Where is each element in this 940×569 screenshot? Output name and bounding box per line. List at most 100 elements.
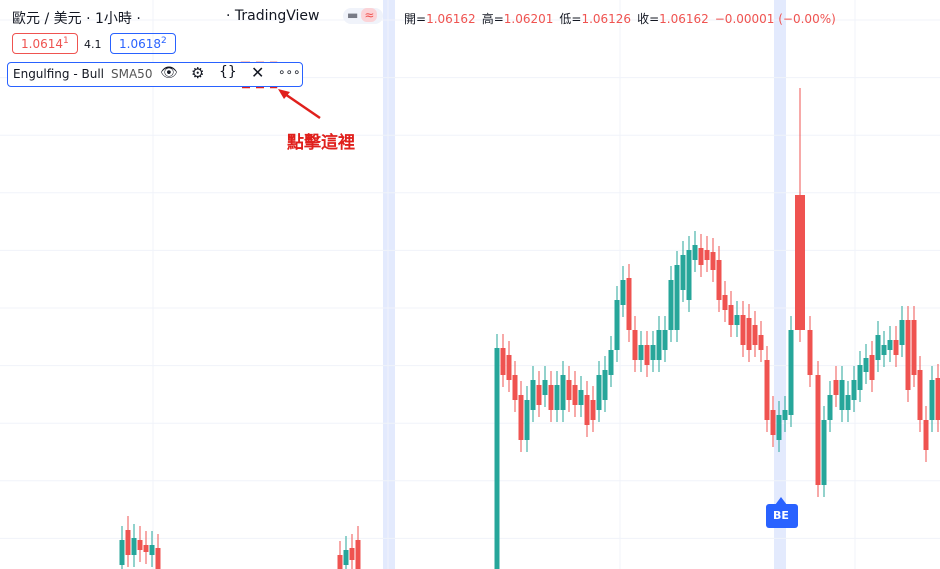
candle-body xyxy=(494,348,500,569)
candle-body xyxy=(887,340,893,350)
source-code-icon[interactable]: {} xyxy=(219,64,237,80)
candle-body xyxy=(554,385,560,410)
candle-body xyxy=(614,300,620,350)
symbol: 歐元 / 美元 · 1小時 · xyxy=(12,11,141,27)
buy-button[interactable]: 1.06182 xyxy=(110,33,176,54)
candle-body xyxy=(524,400,530,440)
ohlc-value: 1.06126 xyxy=(581,12,632,26)
candle-body xyxy=(131,538,137,555)
visibility-icon[interactable]: 👁 xyxy=(160,65,178,81)
candle-body xyxy=(776,415,782,440)
candle-body xyxy=(530,380,536,410)
candle-body xyxy=(746,318,752,350)
candle-body xyxy=(815,375,821,485)
source: · TradingView xyxy=(226,8,320,24)
candle-body xyxy=(893,340,899,355)
candle-body xyxy=(572,385,578,405)
ohlc-label: 收= xyxy=(637,12,660,26)
candle-body xyxy=(863,358,869,372)
candle-body xyxy=(782,410,788,420)
annotation: 點擊這裡 xyxy=(287,133,355,153)
candle-body xyxy=(680,255,686,290)
candle-body xyxy=(869,355,875,380)
candle-body xyxy=(851,380,857,400)
candle-body xyxy=(548,385,554,410)
candle-body xyxy=(929,380,935,420)
candle-body xyxy=(518,395,524,440)
candle-body xyxy=(143,545,149,552)
candle-body xyxy=(602,370,608,400)
candle-body xyxy=(857,365,863,390)
candle-body xyxy=(833,380,839,395)
candle-body xyxy=(698,248,704,265)
candle-body xyxy=(119,540,125,565)
mode-toggle[interactable]: ▬ ≈ xyxy=(343,8,383,24)
buy-price: 1.0618 xyxy=(119,37,161,51)
candle-body xyxy=(349,548,355,560)
candle-body xyxy=(149,545,155,555)
candle-body xyxy=(728,305,734,325)
candle-body xyxy=(536,385,542,405)
candle-body xyxy=(632,330,638,360)
more-icon[interactable]: ∘∘∘ xyxy=(278,65,301,79)
candle-body xyxy=(578,390,584,405)
candle-body xyxy=(875,335,881,360)
candle-body xyxy=(566,380,572,400)
candle-body xyxy=(638,345,644,360)
indicator-name: Engulfing - Bull xyxy=(13,67,104,81)
candle-body xyxy=(704,250,710,260)
candle-body xyxy=(845,395,851,410)
candle-body xyxy=(500,348,506,375)
candle-body xyxy=(644,345,650,365)
marker-label[interactable]: BE xyxy=(773,509,789,522)
candle-body xyxy=(788,330,794,415)
ohlc-value: 1.06162 xyxy=(426,12,476,26)
candle-body xyxy=(935,378,940,420)
candle-body xyxy=(355,540,361,569)
ohlc-change: −0.00001 (−0.00%) xyxy=(714,12,836,26)
spread: 4.1 xyxy=(84,38,102,51)
candle-body xyxy=(758,335,764,350)
indicator-legend: Engulfing - Bull SMA50 👁 ⚙ {} ✕ ∘∘∘ xyxy=(7,62,303,87)
remove-icon[interactable]: ✕ xyxy=(251,63,265,82)
candle-body xyxy=(668,280,674,330)
candle-body xyxy=(795,195,805,330)
candle-body xyxy=(626,278,632,330)
sell-sup: 1 xyxy=(63,36,69,46)
sell-button[interactable]: 1.06141 xyxy=(12,33,78,54)
indicator-param: SMA50 xyxy=(111,67,153,81)
candle-body xyxy=(881,345,887,355)
candle-body xyxy=(590,400,596,420)
candle-body xyxy=(734,315,740,325)
candle-body xyxy=(821,420,827,485)
ohlc-value: 1.06162 xyxy=(659,12,709,26)
buy-sup: 2 xyxy=(161,36,167,46)
candle-body xyxy=(674,265,680,330)
candle-body xyxy=(692,245,698,260)
candle-body xyxy=(542,380,548,395)
candle-body xyxy=(662,330,668,350)
candle-body xyxy=(923,420,929,450)
candle-body xyxy=(764,360,770,420)
candle-body xyxy=(656,330,662,360)
ohlc-label: 開= xyxy=(404,12,427,26)
settings-icon[interactable]: ⚙ xyxy=(191,64,205,82)
candle-body xyxy=(620,280,626,305)
candle-body xyxy=(807,330,813,375)
ohlc-value: 1.06201 xyxy=(503,12,554,26)
candle-body xyxy=(512,375,518,400)
candle-body xyxy=(911,320,917,375)
candle-body xyxy=(506,355,512,380)
candle-body xyxy=(740,315,746,345)
sell-price: 1.0614 xyxy=(21,37,63,51)
candle-body xyxy=(839,380,845,410)
candle-body xyxy=(596,375,602,410)
candle-body xyxy=(710,252,716,270)
ohlc: 開=1.06162 高=1.06201 低=1.06126 收=1.06162 −0.0… xyxy=(404,10,836,27)
candle-body xyxy=(722,295,728,310)
candle-body xyxy=(137,540,143,550)
candle-body xyxy=(343,550,349,565)
ohlc-label: 高= xyxy=(481,12,504,26)
